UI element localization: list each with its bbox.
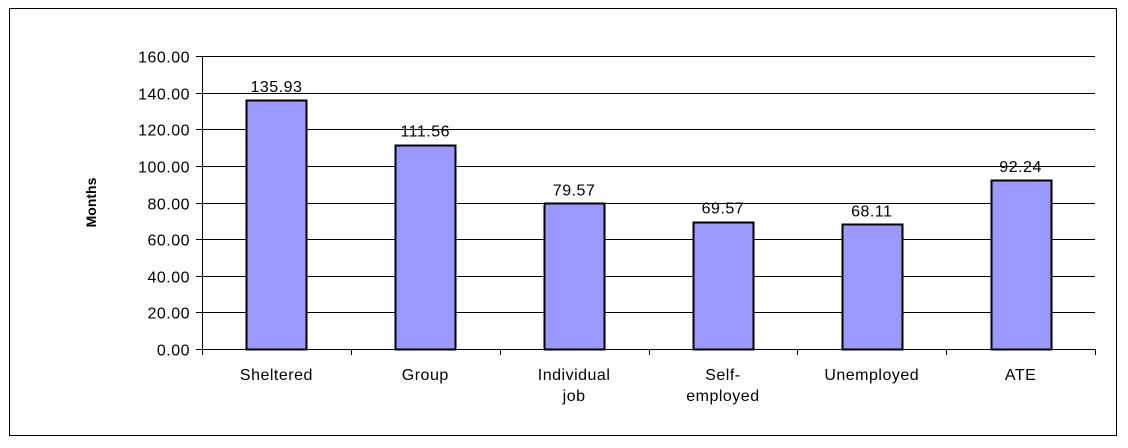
y-tick-label: 80.00 (147, 197, 190, 214)
category-label-line: Sheltered (240, 367, 313, 384)
category-label: Unemployed (824, 367, 919, 384)
category-label: Self-employed (686, 367, 759, 405)
y-tick-label: 20.00 (147, 306, 190, 323)
data-label: 68.11 (851, 203, 892, 220)
data-label: 111.56 (400, 124, 450, 141)
category-label: ATE (1005, 367, 1036, 384)
category-label-line: Group (402, 367, 449, 384)
bar (692, 221, 755, 351)
bar (990, 179, 1053, 351)
y-tick-label: 0.00 (157, 343, 190, 360)
category-label-line: ATE (1005, 367, 1036, 384)
y-tick-label: 160.00 (138, 50, 190, 67)
chart-frame: 0.00 20.00 40.00 60.00 80.00 100.00 120.00 140.… (9, 8, 1117, 436)
y-tick-label: 120.00 (138, 123, 190, 140)
gridlines (202, 56, 1095, 313)
y-tick-label: 140.00 (138, 87, 190, 104)
bar-chart: 0.00 20.00 40.00 60.00 80.00 100.00 120.00 140.… (83, 50, 1096, 405)
category-label-line: job (562, 388, 586, 405)
data-label: 135.93 (250, 79, 302, 96)
category-label-line: Individual (538, 367, 611, 384)
bars (245, 99, 1053, 351)
axes (196, 56, 1096, 355)
y-tick-label: 60.00 (147, 233, 190, 250)
y-axis-title: Months (83, 177, 99, 227)
bar (543, 202, 606, 351)
y-tick-label: 100.00 (138, 160, 190, 177)
y-tick-label: 40.00 (147, 270, 190, 287)
data-label: 79.57 (553, 182, 596, 199)
bar (245, 99, 308, 351)
category-label-line: Self- (705, 367, 740, 384)
data-label: 69.57 (702, 201, 745, 218)
data-labels: 135.93 111.56 79.57 69.57 68.11 92.24 (250, 79, 1041, 220)
category-labels: Sheltered Group Individual job Self-employed… (240, 367, 1036, 405)
y-tick-labels: 0.00 20.00 40.00 60.00 80.00 100.00 120.00 140.… (138, 50, 190, 360)
category-label: Sheltered (240, 367, 313, 384)
data-label: 92.24 (999, 159, 1042, 176)
category-label-line: Unemployed (824, 367, 919, 384)
bar (841, 223, 904, 351)
category-label: Individual job (538, 367, 611, 405)
category-label-line: employed (686, 388, 759, 405)
bar (394, 144, 457, 351)
category-label: Group (402, 367, 449, 384)
